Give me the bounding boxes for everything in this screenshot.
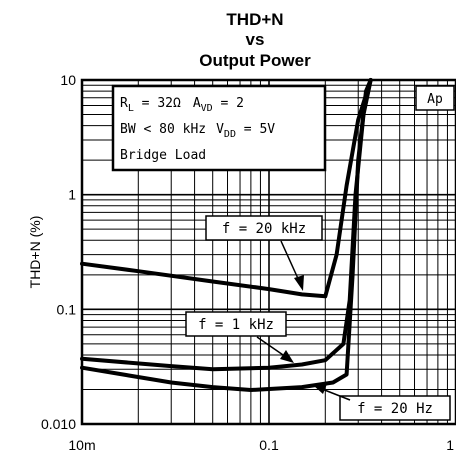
- y-tick-label: 0.1: [57, 301, 77, 317]
- annotation-1khz-arrowhead: [280, 350, 294, 363]
- plot-frame: [80, 78, 456, 426]
- x-tick-label: 0.1: [259, 437, 279, 453]
- y-axis-label: THD+N (%): [27, 216, 43, 289]
- title-line-3: Output Power: [199, 51, 311, 70]
- corner-tag-frame: [415, 85, 455, 111]
- corner-tag-text: Ap: [427, 92, 443, 107]
- annotation-20hz-box: [339, 395, 451, 421]
- annotation-20khz-arrowhead: [294, 275, 304, 291]
- conditions-line-1: RL = 32Ω AVD = 2: [120, 96, 244, 114]
- data-curves: [80, 78, 373, 392]
- conditions-box: RL = 32Ω AVD = 2 BW < 80 kHz VDD = 5V Brid…: [111, 84, 327, 172]
- conditions-line-3: Bridge Load: [120, 148, 206, 163]
- conditions-frame: [111, 84, 327, 172]
- y-tick-label: 10: [60, 72, 76, 88]
- tick-labels: 10m 0.1 1 0.010 0.1 1 10: [41, 72, 454, 453]
- title-line-2: vs: [246, 30, 265, 49]
- chart-title: THD+N vs Output Power: [199, 10, 311, 70]
- x-tick-label: 1: [446, 437, 454, 453]
- annotation-20hz-arrowhead: [314, 384, 327, 394]
- annotation-1khz-leader: [256, 336, 287, 358]
- annotation-20hz: f = 20 Hz: [314, 384, 451, 421]
- y-tick-label: 0.010: [41, 416, 76, 432]
- corner-tag: Ap: [415, 85, 455, 111]
- series-line-3: [80, 78, 373, 392]
- annotation-1khz: f = 1 kHz: [185, 311, 294, 363]
- annotation-20hz-text: f = 20 Hz: [357, 401, 433, 417]
- conditions-line-2: BW < 80 kHz VDD = 5V: [120, 122, 275, 140]
- annotation-20khz: f = 20 kHz: [205, 215, 323, 291]
- annotation-1khz-text: f = 1 kHz: [198, 317, 274, 333]
- y-axis-title: THD+N (%): [27, 216, 43, 289]
- title-line-1: THD+N: [226, 10, 283, 29]
- annotation-20khz-text: f = 20 kHz: [222, 221, 306, 237]
- annotation-1khz-box: [185, 311, 287, 337]
- series-line-1: [80, 78, 373, 299]
- y-tick-label: 1: [68, 187, 76, 203]
- x-tick-label: 10m: [68, 437, 95, 453]
- annotation-20khz-box: [205, 215, 323, 241]
- annotation-20khz-leader: [280, 240, 301, 284]
- annotation-20hz-leader: [321, 388, 351, 401]
